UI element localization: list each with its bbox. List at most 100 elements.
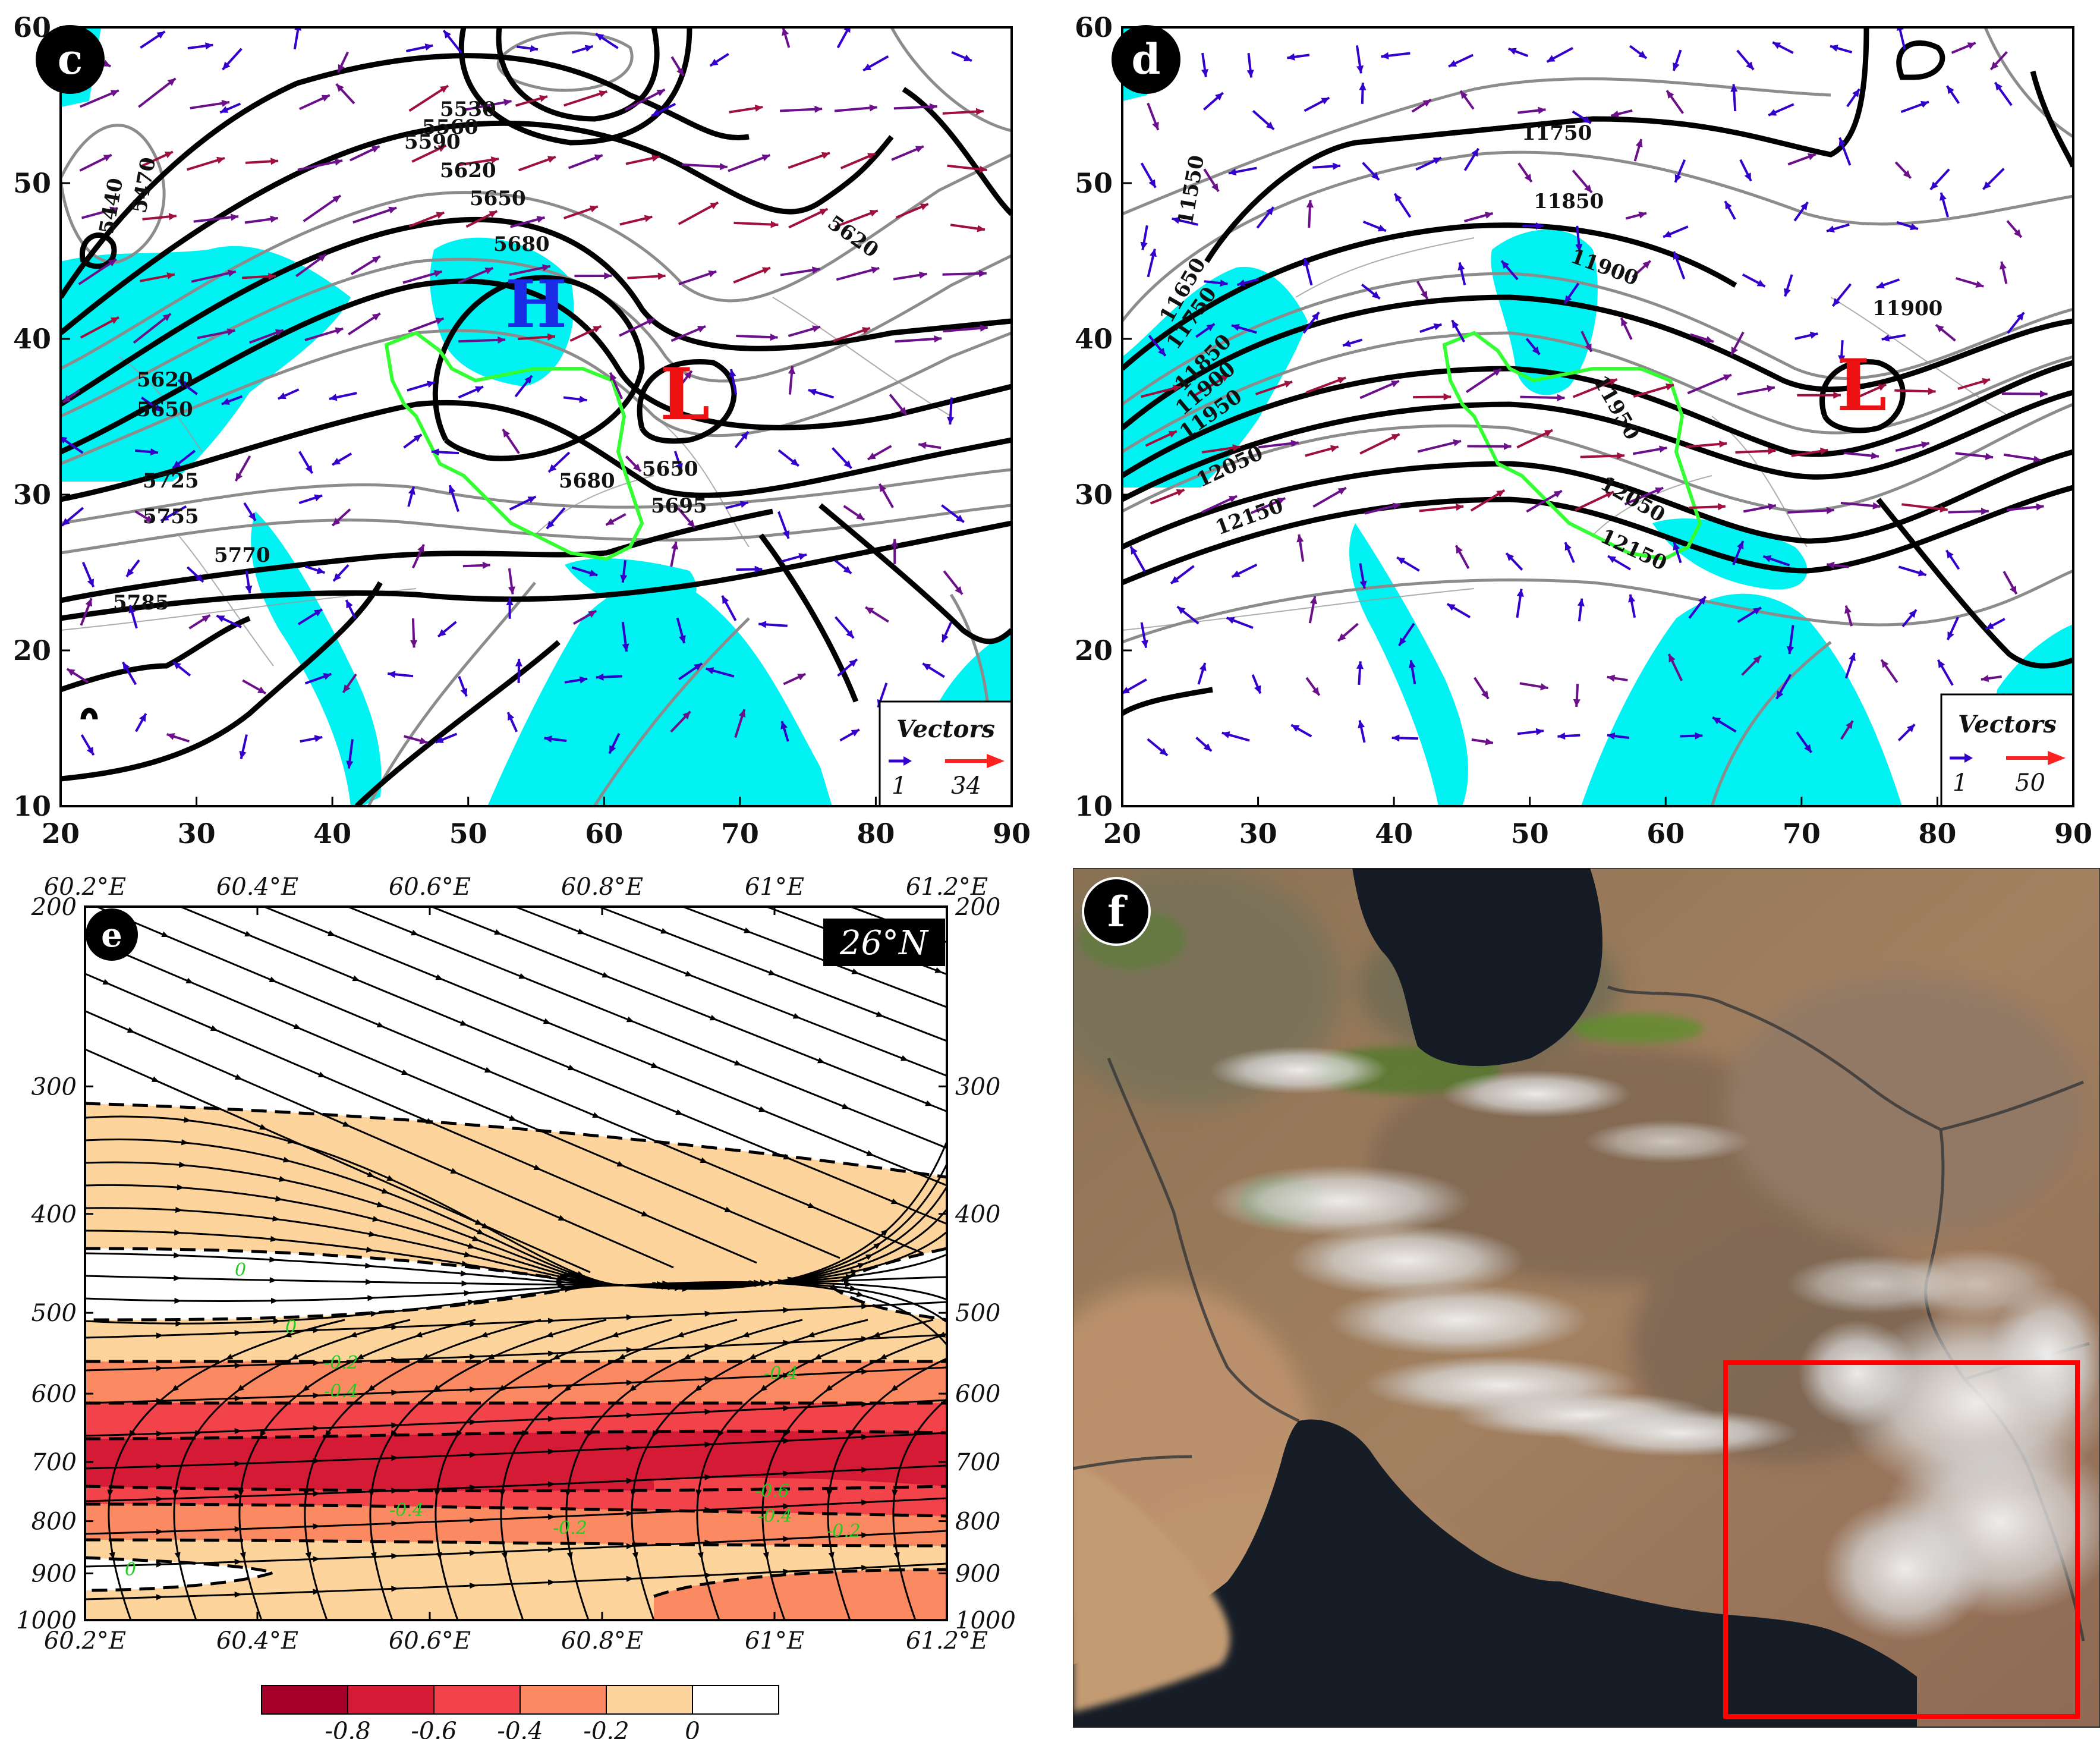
contour-label: -0.4 <box>758 1506 792 1527</box>
contour-label: 5725 <box>143 469 199 493</box>
colorbar-label: -0.2 <box>583 1718 629 1739</box>
y-tick-label: 600 <box>955 1380 1000 1408</box>
contour-label: 5755 <box>143 505 199 529</box>
x-tick-label: 60.8°E <box>561 1627 643 1655</box>
cloud-cover <box>1210 1046 2100 1641</box>
colorbar-swatch <box>433 1685 521 1715</box>
colorbar-swatch <box>520 1685 607 1715</box>
y-tick-label: 10 <box>1075 790 1113 822</box>
y-tick-label: 300 <box>32 1073 77 1100</box>
x-tick-label: 50 <box>1511 817 1549 850</box>
low-pressure-marker: L <box>660 353 710 436</box>
panel-e-cross-section: 0 0 -0.2 -0.4 -0.4 -0.2 -0.4 -0.6 -0.4 -… <box>16 873 1016 1739</box>
y-tick-label: 40 <box>1075 323 1113 355</box>
colorbar-label: -0.8 <box>325 1718 370 1739</box>
x-tick-label: 70 <box>721 817 759 850</box>
x-tick-label: 60.2°E <box>44 1627 126 1655</box>
latitude-tag: 26°N <box>823 919 945 966</box>
geopotential-contours-grey <box>1122 27 2073 806</box>
x-tick-label: 80 <box>1918 817 1956 850</box>
vector-legend-title: Vectors <box>1958 710 2057 738</box>
colorbar: -0.8 -0.6 -0.4 -0.2 0 <box>261 1685 779 1739</box>
svg-text:c: c <box>58 34 83 84</box>
x-tick-label: 60 <box>1646 817 1685 850</box>
x-tick-label: 50 <box>449 817 487 850</box>
contour-label: 5785 <box>113 591 169 615</box>
significance-region <box>1122 266 1308 488</box>
contour-label: 5695 <box>651 494 707 518</box>
y-tick-label: 1000 <box>16 1607 77 1634</box>
contour-label: 11900 <box>1872 297 1942 320</box>
y-tick-label: 20 <box>13 634 51 666</box>
colorbar-label: -0.6 <box>411 1718 456 1739</box>
omega-band-0.2to-0.4 <box>654 1570 947 1620</box>
high-pressure-marker: H <box>505 266 567 342</box>
x-tick-label: 60.2°E <box>44 873 126 901</box>
significance-region <box>1491 229 1598 395</box>
y-tick-label: 600 <box>32 1380 77 1408</box>
y-tick-label: 40 <box>13 323 51 355</box>
panel-c-map: 5440 5470 5530 5560 5590 5620 5650 5680 … <box>13 11 1031 850</box>
y-tick-label: 500 <box>955 1300 1000 1327</box>
svg-text:e: e <box>101 916 122 955</box>
contour-label: 5590 <box>404 130 461 154</box>
x-tick-label: 61.2°E <box>906 1627 988 1655</box>
y-tick-label: 1000 <box>955 1607 1016 1634</box>
x-tick-label: 30 <box>178 817 216 850</box>
y-tick-label: 700 <box>955 1449 1000 1476</box>
x-tick-label: 60.8°E <box>561 873 643 901</box>
vector-legend-max: 34 <box>951 772 981 800</box>
contour-label: -0.6 <box>755 1481 789 1502</box>
contour-label: 11850 <box>1534 190 1604 213</box>
y-tick-label: 10 <box>13 790 51 822</box>
svg-text:26°N: 26°N <box>839 924 929 963</box>
x-tick-label: 80 <box>857 817 895 850</box>
x-tick-label: 40 <box>1375 817 1413 850</box>
highlight-box <box>1723 1360 2080 1719</box>
y-tick-label: 60 <box>1075 11 1113 43</box>
colorbar-swatch <box>261 1685 348 1715</box>
caspian-sea <box>1352 868 1602 1067</box>
geopotential-contours-black <box>1122 27 2073 716</box>
panel-d-map: 11550 11650 11750 11850 11900 11950 1205… <box>1075 11 2092 850</box>
x-tick-label: 61.2°E <box>906 873 988 901</box>
omega-band-zero <box>832 1249 947 1320</box>
y-tick-label: 50 <box>13 167 51 199</box>
y-tick-label: 900 <box>955 1560 1000 1587</box>
colorbar-label: -0.4 <box>497 1718 543 1739</box>
vector-legend-max: 50 <box>2015 769 2045 797</box>
colorbar-label: 0 <box>685 1718 700 1739</box>
contour-label: 5650 <box>642 457 698 481</box>
y-tick-label: 200 <box>31 894 77 921</box>
axis-ticks: 60.2°E 60.2°E 60.4°E 60.4°E 60.6°E 60.6°E 60.8… <box>16 873 1016 1655</box>
x-tick-label: 60.4°E <box>216 873 298 901</box>
panel-badge: c <box>36 25 105 94</box>
vector-legend: Vectors 1 50 <box>1940 693 2074 807</box>
contour-label: 11750 <box>1522 121 1592 145</box>
wind-vectors <box>61 27 988 769</box>
contour-label: 5650 <box>470 187 526 210</box>
panel-badge: d <box>1112 25 1180 94</box>
x-tick-label: 61°E <box>745 873 804 901</box>
y-tick-label: 30 <box>1075 479 1113 511</box>
panel-badge: e <box>86 908 138 961</box>
y-tick-label: 400 <box>31 1201 77 1228</box>
panel-f-satellite-image: f <box>1073 868 2100 1728</box>
y-tick-label: 50 <box>1075 167 1113 199</box>
significance-region <box>487 581 832 806</box>
significance-region <box>565 558 697 612</box>
contour-label: 0 <box>125 1559 136 1580</box>
x-tick-label: 20 <box>42 817 80 850</box>
panel-badge: f <box>1082 877 1151 946</box>
significance-region <box>1581 593 1902 806</box>
y-tick-label: 400 <box>955 1201 1000 1228</box>
contour-label: 5770 <box>214 543 270 567</box>
contour-label: 5560 <box>422 115 478 139</box>
x-tick-label: 90 <box>993 817 1031 850</box>
x-tick-label: 61°E <box>745 1627 804 1655</box>
contour-label: -0.4 <box>324 1381 358 1402</box>
significance-region <box>430 237 574 386</box>
x-tick-label: 20 <box>1103 817 1141 850</box>
